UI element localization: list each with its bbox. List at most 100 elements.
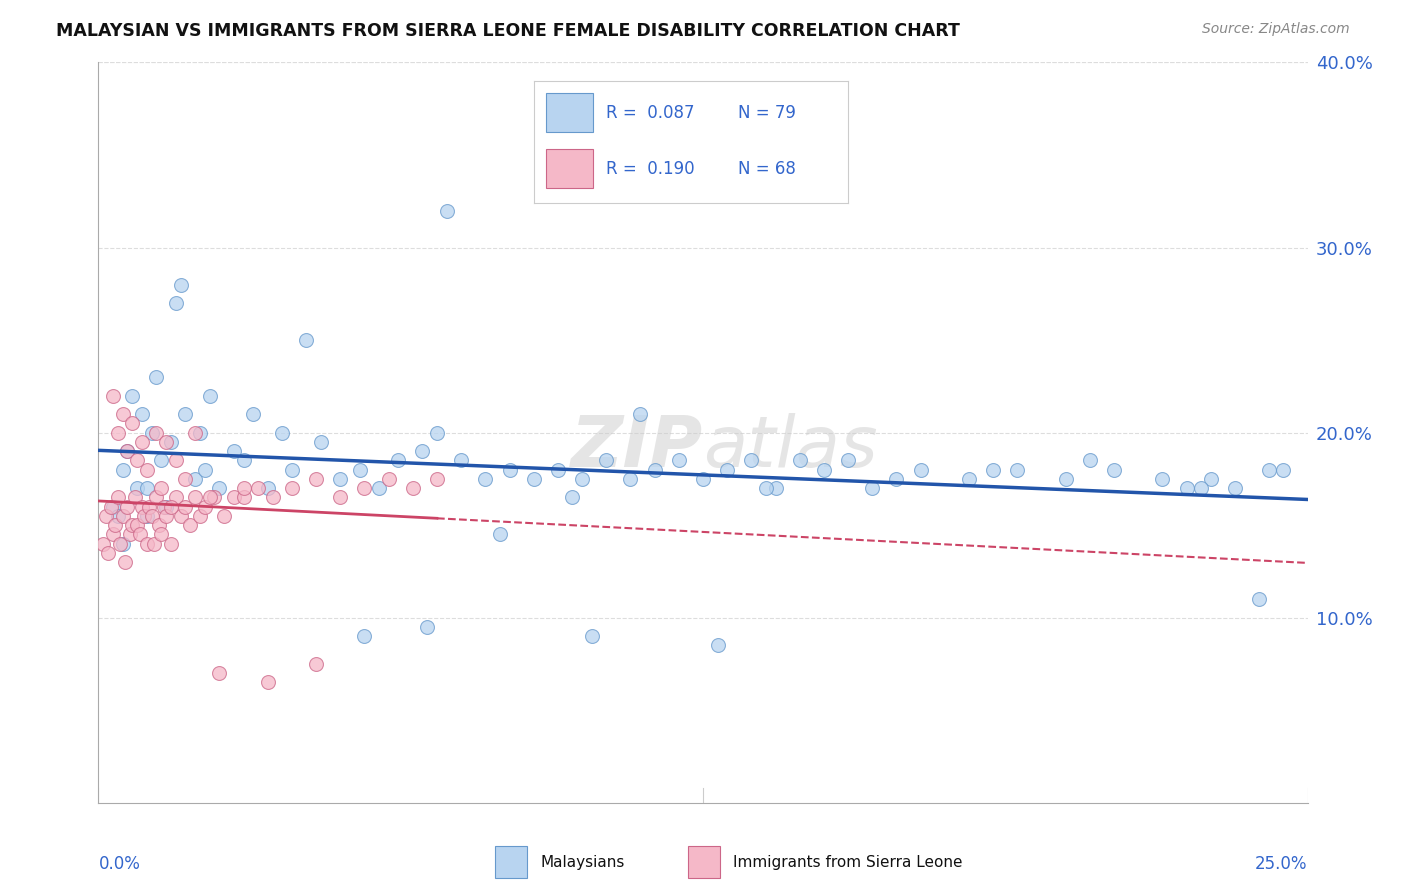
Point <box>111 508 134 523</box>
Point <box>571 472 593 486</box>
Point <box>716 462 738 476</box>
Point <box>111 462 134 476</box>
Point <box>117 444 139 458</box>
Point <box>124 491 146 505</box>
Point <box>155 500 177 514</box>
Point <box>523 472 546 486</box>
Point <box>256 481 278 495</box>
Point <box>135 508 157 523</box>
Text: ZIP: ZIP <box>571 413 703 482</box>
Point <box>489 527 512 541</box>
Point <box>271 425 294 440</box>
Point <box>628 407 651 421</box>
Point <box>97 546 120 560</box>
Point <box>426 472 449 486</box>
Point <box>155 434 177 449</box>
Point <box>155 508 177 523</box>
Point <box>474 472 496 486</box>
Point <box>198 388 221 402</box>
Point <box>194 500 217 514</box>
Point <box>117 444 139 458</box>
Point <box>411 444 433 458</box>
Point <box>262 491 284 505</box>
Point <box>1007 462 1029 476</box>
Point <box>222 491 245 505</box>
Point <box>121 417 143 431</box>
Point <box>295 333 318 347</box>
Point <box>188 508 211 523</box>
Point <box>145 425 167 440</box>
Text: Source: ZipAtlas.com: Source: ZipAtlas.com <box>1202 22 1350 37</box>
Point <box>107 508 129 523</box>
Point <box>242 407 264 421</box>
Point <box>174 407 197 421</box>
Point <box>194 462 217 476</box>
Point <box>1078 453 1101 467</box>
Point <box>668 453 690 467</box>
Point <box>436 203 458 218</box>
Point <box>118 527 141 541</box>
Point <box>127 481 149 495</box>
Point <box>165 491 187 505</box>
Point <box>1189 481 1212 495</box>
Point <box>910 462 932 476</box>
Point <box>135 536 157 550</box>
Point <box>134 508 156 523</box>
Point <box>128 527 150 541</box>
Point <box>349 462 371 476</box>
Point <box>127 453 149 467</box>
Point <box>188 425 211 440</box>
Point <box>107 491 129 505</box>
Point <box>281 481 304 495</box>
Point <box>114 555 136 569</box>
Point <box>108 536 131 550</box>
Point <box>256 675 278 690</box>
Text: MALAYSIAN VS IMMIGRANTS FROM SIERRA LEONE FEMALE DISABILITY CORRELATION CHART: MALAYSIAN VS IMMIGRANTS FROM SIERRA LEON… <box>56 22 960 40</box>
Point <box>150 481 173 495</box>
Point <box>141 508 163 523</box>
Point <box>141 425 163 440</box>
Point <box>179 518 201 533</box>
Point <box>131 500 153 514</box>
Point <box>755 481 778 495</box>
Point <box>101 388 124 402</box>
Point <box>377 472 399 486</box>
Point <box>174 500 197 514</box>
Point <box>305 472 328 486</box>
Point <box>1272 462 1295 476</box>
Point <box>101 527 124 541</box>
Point <box>1175 481 1198 495</box>
Point <box>135 481 157 495</box>
Point <box>329 491 352 505</box>
Point <box>135 462 157 476</box>
Point <box>174 472 197 486</box>
Point <box>416 620 439 634</box>
Point <box>169 508 191 523</box>
Point <box>111 536 134 550</box>
Point <box>117 500 139 514</box>
Point <box>1223 481 1246 495</box>
Point <box>150 527 173 541</box>
Point <box>402 481 425 495</box>
Text: 25.0%: 25.0% <box>1256 855 1308 872</box>
Point <box>1257 462 1279 476</box>
Point <box>131 434 153 449</box>
Point <box>165 296 187 310</box>
Point <box>765 481 787 495</box>
Point <box>813 462 835 476</box>
Point <box>353 481 375 495</box>
Point <box>165 453 187 467</box>
Point <box>204 491 226 505</box>
Point <box>426 425 449 440</box>
Point <box>368 481 391 495</box>
Point <box>232 453 254 467</box>
Point <box>1152 472 1174 486</box>
Point <box>547 462 569 476</box>
Point <box>329 472 352 486</box>
Point <box>886 472 908 486</box>
Point <box>247 481 270 495</box>
Point <box>127 518 149 533</box>
Point <box>184 472 207 486</box>
Point <box>145 370 167 384</box>
Point <box>91 536 114 550</box>
